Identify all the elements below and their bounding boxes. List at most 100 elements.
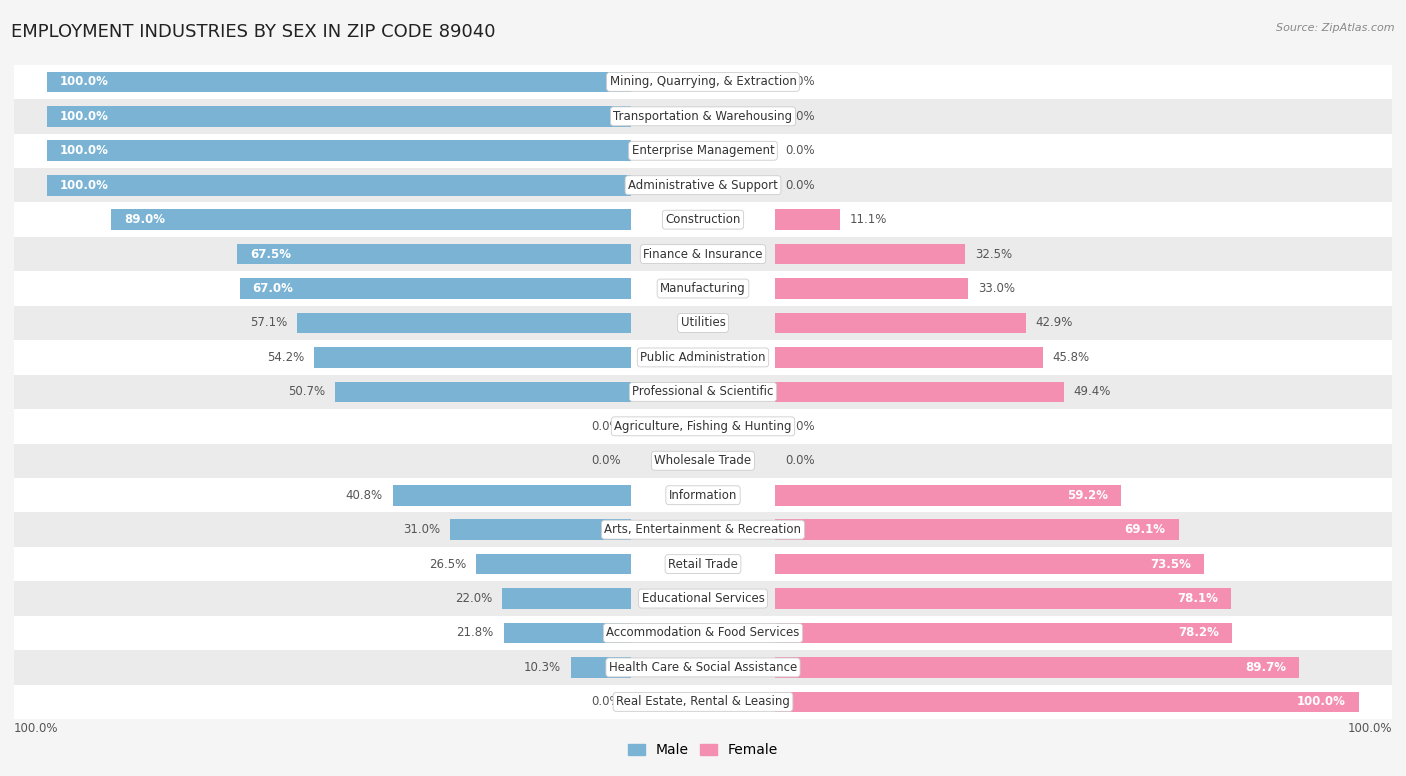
Text: Source: ZipAtlas.com: Source: ZipAtlas.com xyxy=(1277,23,1395,33)
Bar xyxy=(775,554,1205,574)
Text: 100.0%: 100.0% xyxy=(60,144,108,158)
Bar xyxy=(14,133,1392,168)
Text: 100.0%: 100.0% xyxy=(1298,695,1346,708)
Bar xyxy=(775,657,1299,677)
Text: 0.0%: 0.0% xyxy=(592,454,621,467)
Bar xyxy=(14,272,1392,306)
Text: 32.5%: 32.5% xyxy=(974,248,1012,261)
Text: 45.8%: 45.8% xyxy=(1053,351,1090,364)
Bar xyxy=(571,657,631,677)
Text: 59.2%: 59.2% xyxy=(1067,489,1108,502)
Text: 0.0%: 0.0% xyxy=(785,454,814,467)
Bar xyxy=(775,588,1232,609)
Text: 21.8%: 21.8% xyxy=(457,626,494,639)
Text: Real Estate, Rental & Leasing: Real Estate, Rental & Leasing xyxy=(616,695,790,708)
Text: 0.0%: 0.0% xyxy=(785,75,814,88)
Text: 40.8%: 40.8% xyxy=(346,489,382,502)
Bar xyxy=(14,684,1392,719)
Bar xyxy=(502,588,631,609)
Text: Mining, Quarrying, & Extraction: Mining, Quarrying, & Extraction xyxy=(610,75,796,88)
Bar xyxy=(335,382,631,402)
Bar xyxy=(315,347,631,368)
Bar xyxy=(14,512,1392,547)
Text: Accommodation & Food Services: Accommodation & Food Services xyxy=(606,626,800,639)
Bar xyxy=(775,244,965,265)
Text: 54.2%: 54.2% xyxy=(267,351,305,364)
Text: 0.0%: 0.0% xyxy=(785,178,814,192)
Bar xyxy=(111,210,631,230)
Text: 22.0%: 22.0% xyxy=(456,592,492,605)
Text: 0.0%: 0.0% xyxy=(785,420,814,433)
Text: 42.9%: 42.9% xyxy=(1036,317,1073,330)
Bar xyxy=(14,409,1392,444)
Text: 78.1%: 78.1% xyxy=(1177,592,1218,605)
Text: 100.0%: 100.0% xyxy=(60,75,108,88)
Bar xyxy=(239,279,631,299)
Text: Manufacturing: Manufacturing xyxy=(661,282,745,295)
Text: 11.1%: 11.1% xyxy=(849,213,887,226)
Text: 0.0%: 0.0% xyxy=(785,110,814,123)
Text: Enterprise Management: Enterprise Management xyxy=(631,144,775,158)
Bar xyxy=(14,237,1392,272)
Bar xyxy=(775,622,1232,643)
Bar xyxy=(14,375,1392,409)
Text: 26.5%: 26.5% xyxy=(429,558,467,570)
Text: 100.0%: 100.0% xyxy=(1347,722,1392,735)
Text: 33.0%: 33.0% xyxy=(977,282,1015,295)
Legend: Male, Female: Male, Female xyxy=(623,738,783,763)
Bar xyxy=(775,382,1064,402)
Text: Professional & Scientific: Professional & Scientific xyxy=(633,386,773,398)
Text: 50.7%: 50.7% xyxy=(288,386,325,398)
Text: 73.5%: 73.5% xyxy=(1150,558,1191,570)
Text: Health Care & Social Assistance: Health Care & Social Assistance xyxy=(609,661,797,674)
Bar xyxy=(236,244,631,265)
Bar xyxy=(46,175,631,196)
Text: 0.0%: 0.0% xyxy=(592,420,621,433)
Text: 67.5%: 67.5% xyxy=(250,248,291,261)
Bar xyxy=(14,99,1392,133)
Bar xyxy=(392,485,631,505)
Text: EMPLOYMENT INDUSTRIES BY SEX IN ZIP CODE 89040: EMPLOYMENT INDUSTRIES BY SEX IN ZIP CODE… xyxy=(11,23,496,41)
Text: 78.2%: 78.2% xyxy=(1178,626,1219,639)
Bar xyxy=(46,71,631,92)
Bar xyxy=(14,306,1392,340)
Text: 89.7%: 89.7% xyxy=(1244,661,1286,674)
Text: 100.0%: 100.0% xyxy=(14,722,59,735)
Bar xyxy=(14,64,1392,99)
Bar xyxy=(14,168,1392,203)
Bar xyxy=(46,106,631,126)
Bar xyxy=(775,313,1026,334)
Bar xyxy=(450,519,631,540)
Text: 89.0%: 89.0% xyxy=(124,213,166,226)
Text: Educational Services: Educational Services xyxy=(641,592,765,605)
Bar xyxy=(14,203,1392,237)
Bar xyxy=(14,581,1392,616)
Bar xyxy=(14,478,1392,512)
Text: Utilities: Utilities xyxy=(681,317,725,330)
Bar xyxy=(14,444,1392,478)
Text: Administrative & Support: Administrative & Support xyxy=(628,178,778,192)
Text: Transportation & Warehousing: Transportation & Warehousing xyxy=(613,110,793,123)
Bar xyxy=(775,691,1360,712)
Bar xyxy=(14,616,1392,650)
Bar xyxy=(14,650,1392,684)
Bar xyxy=(14,340,1392,375)
Text: Information: Information xyxy=(669,489,737,502)
Bar xyxy=(46,140,631,161)
Text: Construction: Construction xyxy=(665,213,741,226)
Text: Finance & Insurance: Finance & Insurance xyxy=(644,248,762,261)
Text: 57.1%: 57.1% xyxy=(250,317,288,330)
Text: Public Administration: Public Administration xyxy=(640,351,766,364)
Bar xyxy=(477,554,631,574)
Bar xyxy=(775,210,839,230)
Bar xyxy=(775,519,1178,540)
Bar xyxy=(775,279,967,299)
Text: 0.0%: 0.0% xyxy=(592,695,621,708)
Text: 69.1%: 69.1% xyxy=(1125,523,1166,536)
Text: Retail Trade: Retail Trade xyxy=(668,558,738,570)
Bar xyxy=(298,313,631,334)
Text: 31.0%: 31.0% xyxy=(404,523,440,536)
Text: Wholesale Trade: Wholesale Trade xyxy=(654,454,752,467)
Text: 100.0%: 100.0% xyxy=(60,110,108,123)
Text: 49.4%: 49.4% xyxy=(1074,386,1111,398)
